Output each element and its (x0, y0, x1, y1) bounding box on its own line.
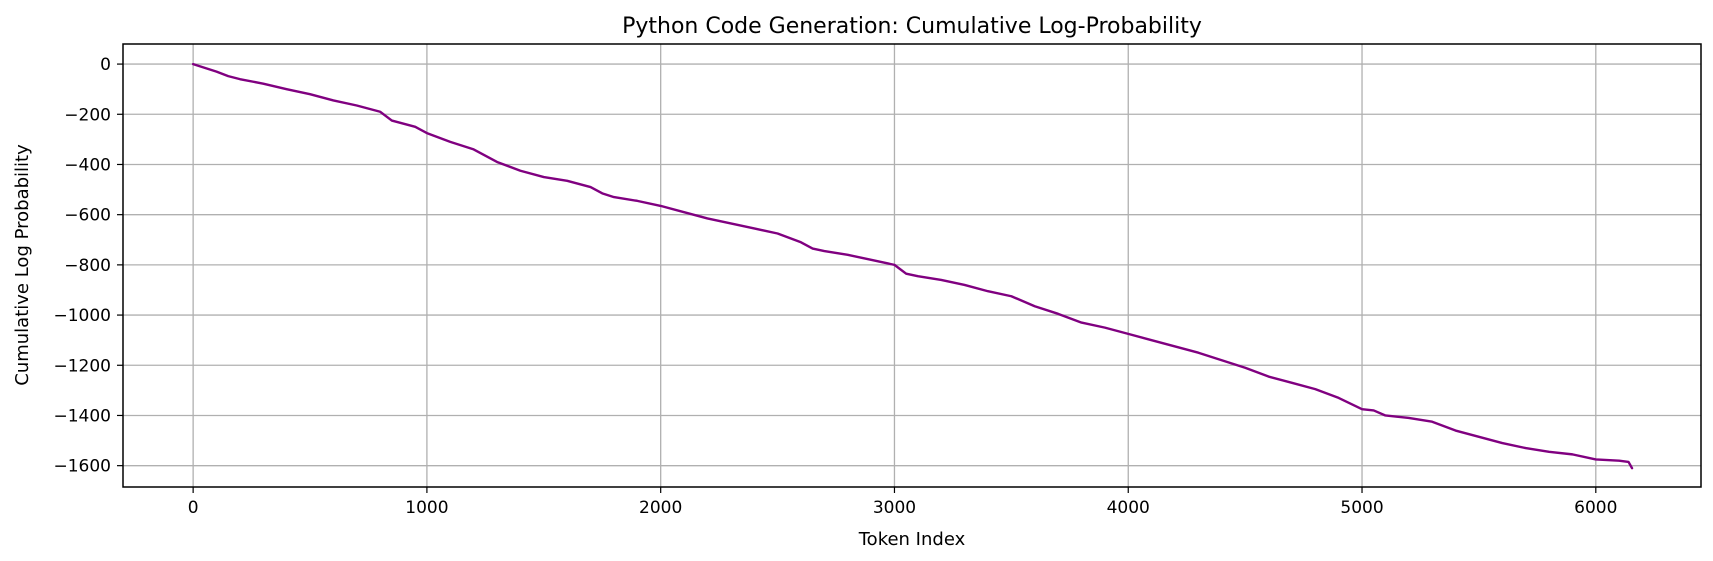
x-tick-label: 1000 (405, 498, 448, 518)
y-tick-label: −1200 (53, 356, 111, 376)
x-tick-label: 5000 (1340, 498, 1383, 518)
y-axis-label: Cumulative Log Probability (12, 144, 33, 386)
x-tick-label: 6000 (1574, 498, 1617, 518)
series-layer (191, 62, 1634, 470)
y-tick-label: −1600 (53, 457, 111, 477)
y-tick-label: −400 (64, 155, 111, 175)
x-tick-label: 3000 (873, 498, 916, 518)
x-tick-label: 2000 (639, 498, 682, 518)
grid (123, 44, 1701, 487)
x-axis-label: Token Index (858, 529, 966, 550)
y-tick-label: −800 (64, 256, 111, 276)
series-line-0 (191, 62, 1634, 470)
x-tick-label: 4000 (1107, 498, 1150, 518)
y-tick-label: 0 (100, 55, 111, 75)
chart-title: Python Code Generation: Cumulative Log-P… (622, 14, 1202, 39)
y-tick-label: −600 (64, 206, 111, 226)
y-tick-label: −1400 (53, 406, 111, 426)
y-tick-label: −200 (64, 105, 111, 125)
x-tick-label: 0 (188, 498, 199, 518)
ticks: 0 1000 2000 3000 4000 5000 6000 0 −200 −400 −600 −8… (53, 55, 1617, 518)
y-tick-label: −1000 (53, 306, 111, 326)
plot-frame (122, 43, 1702, 488)
